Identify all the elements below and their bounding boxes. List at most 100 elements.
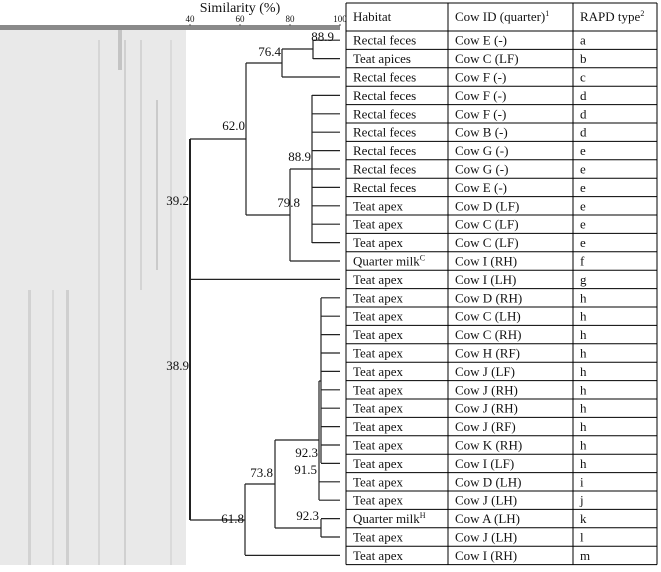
node-label: 62.0 (222, 118, 245, 133)
node-label: 79.8 (277, 195, 300, 210)
gel-ruler (0, 25, 340, 30)
table-cell: h (580, 438, 587, 453)
table-cell: Rectal feces (353, 33, 416, 48)
table-cell: Rectal feces (353, 106, 416, 121)
table-cell: Cow I (RH) (455, 548, 517, 563)
table-cell: Cow I (RH) (455, 254, 517, 269)
superscript: H (420, 511, 426, 520)
table-cell: Cow E (-) (455, 180, 507, 195)
table-cell: Rectal feces (353, 70, 416, 85)
table-cell: e (580, 198, 586, 213)
table-cell: d (580, 88, 587, 103)
table-cell: Teat apex (353, 309, 403, 324)
tick-label: 80 (286, 14, 296, 24)
table-cell: h (580, 327, 587, 342)
table-cell: e (580, 217, 586, 232)
gel-lane (98, 40, 100, 565)
table-cell: Teat apex (353, 382, 403, 397)
table-cell: d (580, 106, 587, 121)
table-cell: j (579, 493, 584, 508)
cell-text: Habitat (353, 9, 392, 24)
table-cell: Teat apex (353, 217, 403, 232)
table-cell: Cow D (LF) (455, 198, 519, 213)
table-cell: Cow G (-) (455, 143, 508, 158)
node-label: 91.5 (294, 462, 317, 477)
table-cell: Cow C (LF) (455, 235, 519, 250)
superscript: 2 (640, 9, 644, 18)
table-cell: RAPD type2 (580, 9, 644, 24)
table-cell: h (580, 382, 587, 397)
table-cell: Cow F (-) (455, 88, 506, 103)
table-cell: Cow I (LH) (455, 272, 516, 287)
table-cell: Cow J (LH) (455, 530, 517, 545)
node-label: 88.9 (288, 149, 311, 164)
superscript: 1 (545, 9, 549, 18)
table-cell: Rectal feces (353, 162, 416, 177)
table-cell: Teat apex (353, 198, 403, 213)
table-cell: Cow H (RF) (455, 346, 520, 361)
table-cell: Teat apex (353, 327, 403, 342)
table-cell: Teat apex (353, 530, 403, 545)
table-cell: Teat apex (353, 493, 403, 508)
table-cell: l (580, 530, 584, 545)
table-cell: Cow D (LH) (455, 474, 521, 489)
gel-background (0, 30, 186, 565)
table-cell: Cow J (RH) (455, 401, 518, 416)
table-cell: Cow J (LH) (455, 493, 517, 508)
table-cell: h (580, 364, 587, 379)
table-cell: h (580, 309, 587, 324)
table-cell: Cow G (-) (455, 162, 508, 177)
table-cell: Teat apex (353, 364, 403, 379)
table: Habitat Cow ID (quarter)1 RAPD type2 Rectal… (345, 2, 658, 566)
table-cell: Cow K (RH) (455, 438, 522, 453)
table-cell: g (580, 272, 587, 287)
dendrogram (189, 39, 340, 557)
table-cell: a (580, 33, 586, 48)
table-cell: h (580, 346, 587, 361)
table-cell: Teat apex (353, 346, 403, 361)
cell-text: Cow ID (quarter) (455, 9, 545, 24)
node-label: 61.8 (221, 511, 244, 526)
table-cell: e (580, 180, 586, 195)
tick-label: 40 (186, 14, 196, 24)
node-label: 92.3 (295, 445, 318, 460)
table-cell: Cow C (RH) (455, 327, 521, 342)
table-cell: Cow F (-) (455, 106, 506, 121)
table-cell: i (580, 474, 584, 489)
table-cell: Teat apex (353, 401, 403, 416)
table-cell: Habitat (353, 9, 392, 24)
table-cell: h (580, 456, 587, 471)
table-cell: Cow J (RF) (455, 419, 516, 434)
gel-lane (118, 30, 122, 70)
table-cell: Cow C (LF) (455, 51, 519, 66)
table-cell: Rectal feces (353, 88, 416, 103)
table-cell: Rectal feces (353, 125, 416, 140)
gel-lane (124, 40, 126, 565)
table-cell: Teat apices (353, 51, 411, 66)
gel-image (0, 25, 340, 565)
table-cell: Teat apex (353, 235, 403, 250)
table-cell: Quarter milkC (353, 254, 425, 269)
axis-title: Similarity (%) (200, 1, 281, 16)
table-cell: h (580, 401, 587, 416)
superscript: C (420, 254, 425, 263)
node-label: 73.8 (250, 465, 273, 480)
table-cell: Teat apex (353, 456, 403, 471)
node-label: 38.9 (166, 358, 189, 373)
table-cell: Cow J (RH) (455, 382, 518, 397)
table-cell: m (580, 548, 590, 563)
gel-lane (170, 40, 172, 565)
table-cell: Cow J (LF) (455, 364, 515, 379)
table-cell: Quarter milkH (353, 511, 426, 526)
table-cell: e (580, 235, 586, 250)
table-cell: Cow B (-) (455, 125, 508, 140)
gel-lane (156, 100, 158, 270)
table-cell: Cow C (LH) (455, 309, 521, 324)
cell-text: Quarter milk (353, 511, 420, 526)
gel-lane (140, 40, 142, 290)
table-cell: d (580, 125, 587, 140)
table-cell: Cow A (LH) (455, 511, 520, 526)
table-cell: h (580, 290, 587, 305)
